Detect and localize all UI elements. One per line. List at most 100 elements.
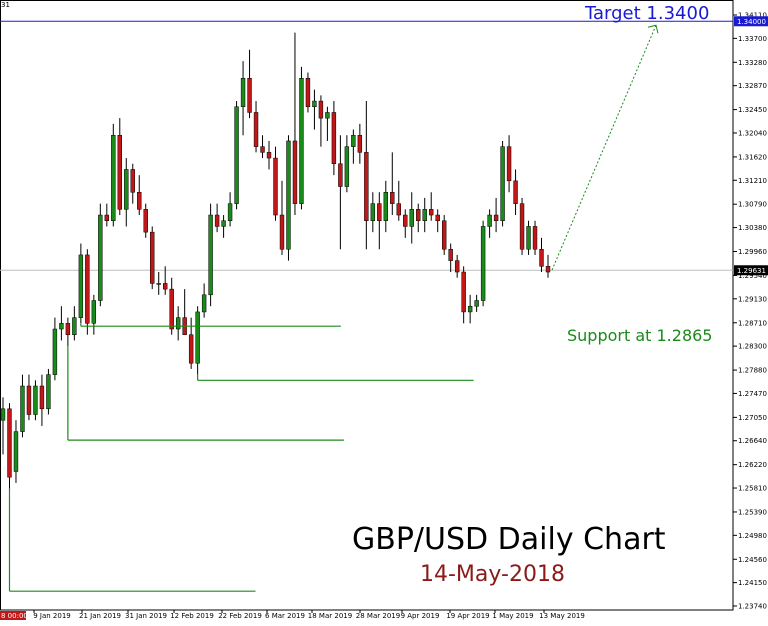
y-tick-label: 1.31620 [738, 153, 767, 161]
candle-body [85, 254, 90, 324]
candle-body [539, 248, 544, 267]
x-tick-label: 12 Feb 2019 [170, 612, 214, 620]
y-tick-label: 1.33280 [738, 59, 767, 67]
chart-title: GBP/USD Daily Chart [352, 522, 666, 557]
candle-body [429, 209, 434, 216]
y-tick-label: 1.32870 [738, 82, 767, 90]
y-tick-label: 1.30790 [738, 201, 767, 209]
y-tick-label: 1.29540 [738, 272, 767, 280]
candle-body [305, 78, 311, 108]
candle-body [448, 248, 453, 261]
candle-body [493, 214, 499, 221]
y-tick-label: 1.30380 [738, 224, 767, 232]
candle-body [130, 169, 135, 193]
candle-body [545, 266, 551, 273]
candle-body [156, 283, 161, 285]
x-tick-label: 22 Feb 2019 [218, 612, 262, 620]
candle-body [338, 163, 343, 187]
projection-arrow [551, 25, 657, 271]
candle-body [370, 203, 376, 221]
candle-body [201, 294, 207, 313]
candle-body [52, 328, 58, 375]
candle-body [441, 220, 447, 250]
candle-body [104, 214, 110, 221]
candle-body [299, 78, 304, 204]
candle-body [65, 323, 71, 335]
y-tick-label: 1.24150 [738, 579, 767, 587]
candle-body [26, 385, 32, 415]
support-label: Support at 1.2865 [567, 326, 713, 345]
candle-body [377, 203, 382, 221]
chart-subtitle: 14-May-2018 [420, 562, 565, 587]
candle-body [357, 135, 363, 153]
target-label: Target 1.3400 [585, 3, 710, 24]
candle-body [416, 209, 421, 221]
x-tick-label: 21 Jan 2019 [79, 612, 121, 620]
candle-body [214, 214, 220, 227]
x-tick-label: 19 Apr 2019 [446, 612, 489, 620]
candle-body [117, 135, 122, 210]
x-tick-label: 1 May 2019 [492, 612, 533, 620]
target-price-tag [734, 16, 768, 27]
candle-body [422, 209, 427, 221]
y-tick-label: 1.25810 [738, 485, 767, 493]
current-price-tag-text: 1.29631 [737, 267, 766, 275]
y-tick-label: 1.25390 [738, 508, 767, 516]
candle-body [253, 112, 259, 147]
y-tick-label: 1.27470 [738, 390, 767, 398]
candle-body [519, 203, 525, 250]
candle-body [72, 317, 77, 335]
candle-body [454, 260, 460, 273]
candle-body [312, 100, 317, 108]
x-tick-label: 31 Jan 2019 [125, 612, 167, 620]
candle-body [532, 226, 538, 250]
candle-body [351, 135, 356, 147]
target-price-tag-text: 1.34000 [737, 18, 766, 26]
candle-body [435, 214, 440, 221]
candle-body [208, 214, 213, 296]
y-tick-label: 1.28300 [738, 343, 767, 351]
candle-body [344, 146, 350, 187]
x-start-tag [0, 611, 26, 620]
y-tick-label: 1.29960 [738, 248, 767, 256]
x-tick-label: 9 Jan 2019 [33, 612, 71, 620]
candle-body [91, 300, 97, 324]
y-tick-label: 1.24560 [738, 556, 767, 564]
candle-body [467, 305, 473, 313]
candle-body [137, 191, 142, 210]
candle-body [390, 191, 395, 204]
candle-body [461, 271, 466, 313]
candle-body [111, 135, 116, 221]
x-tick-label: 6 Mar 2019 [265, 612, 305, 620]
candle-body [39, 385, 45, 410]
plot-frame [0, 0, 734, 611]
y-tick-label: 1.32040 [738, 129, 767, 137]
candle-body [234, 106, 239, 204]
x-tick-label: 9 Apr 2019 [401, 612, 440, 620]
x-tick-label: 28 Mar 2019 [356, 612, 400, 620]
y-tick-label: 1.28710 [738, 319, 767, 327]
candle-body [513, 180, 518, 204]
candle-body [286, 140, 291, 250]
y-tick-label: 1.34110 [738, 12, 767, 20]
candle-body [273, 157, 278, 216]
candle-body [279, 214, 285, 250]
candle-body [240, 78, 246, 108]
candle-body [150, 231, 155, 284]
candle-body [266, 152, 272, 159]
candle-body [124, 169, 129, 210]
y-tick-label: 1.31210 [738, 177, 767, 185]
candle-body [98, 214, 103, 301]
candle-body [383, 191, 388, 221]
x-tick-label: 13 May 2019 [539, 612, 585, 620]
candle-body [195, 311, 200, 364]
candle-body [396, 203, 401, 216]
candle-body [331, 112, 337, 164]
candle-body [325, 112, 330, 119]
candle-body [500, 146, 505, 221]
x-start-label: 8 00:00 [1, 612, 28, 620]
candle-body [247, 78, 252, 113]
current-price-tag [734, 265, 768, 276]
candle-body [318, 100, 324, 119]
y-tick-label: 1.24980 [738, 532, 767, 540]
